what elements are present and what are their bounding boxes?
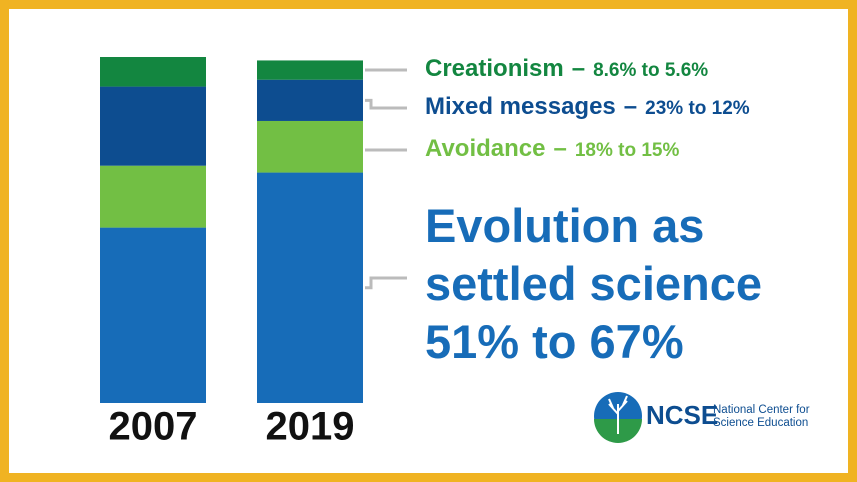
- series-name: Avoidance: [425, 135, 546, 162]
- change-label: 51% to 67%: [425, 315, 684, 368]
- bar-segment: [257, 172, 363, 403]
- series-name: Mixed messages: [425, 93, 616, 120]
- change-label: 23% to 12%: [645, 98, 750, 119]
- x-tick-label: 2019: [266, 405, 355, 449]
- series-name: Creationism: [425, 55, 564, 82]
- separator: –: [623, 93, 638, 120]
- bar-segment: [100, 57, 206, 87]
- change-label: 18% to 15%: [574, 140, 680, 161]
- legend-label: Creationism –8.6% to 5.6%: [425, 55, 708, 83]
- connector: [365, 98, 407, 110]
- bar-segment: [257, 60, 363, 80]
- bar-segment: [100, 86, 206, 166]
- series-name: Evolution as settled science: [425, 199, 763, 310]
- change-label: 8.6% to 5.6%: [593, 60, 709, 81]
- bar-segment: [100, 227, 206, 403]
- logo-tagline: National Center for: [713, 404, 810, 416]
- bar-segment: [257, 120, 363, 173]
- bar-segment: [257, 79, 363, 121]
- connector: [365, 276, 407, 290]
- legend-label: Avoidance –18% to 15%: [425, 135, 679, 163]
- separator: –: [553, 135, 567, 162]
- bar-segment: [100, 165, 206, 228]
- headline: Evolution as settled science 51% to 67%: [425, 197, 765, 371]
- logo-name: NCSE: [646, 400, 718, 430]
- logo-tree: [608, 395, 628, 434]
- separator: –: [571, 55, 586, 82]
- legend-label: Mixed messages –23% to 12%: [425, 93, 750, 121]
- x-tick-label: 2007: [109, 405, 198, 449]
- logo-tagline: Science Education: [713, 417, 808, 429]
